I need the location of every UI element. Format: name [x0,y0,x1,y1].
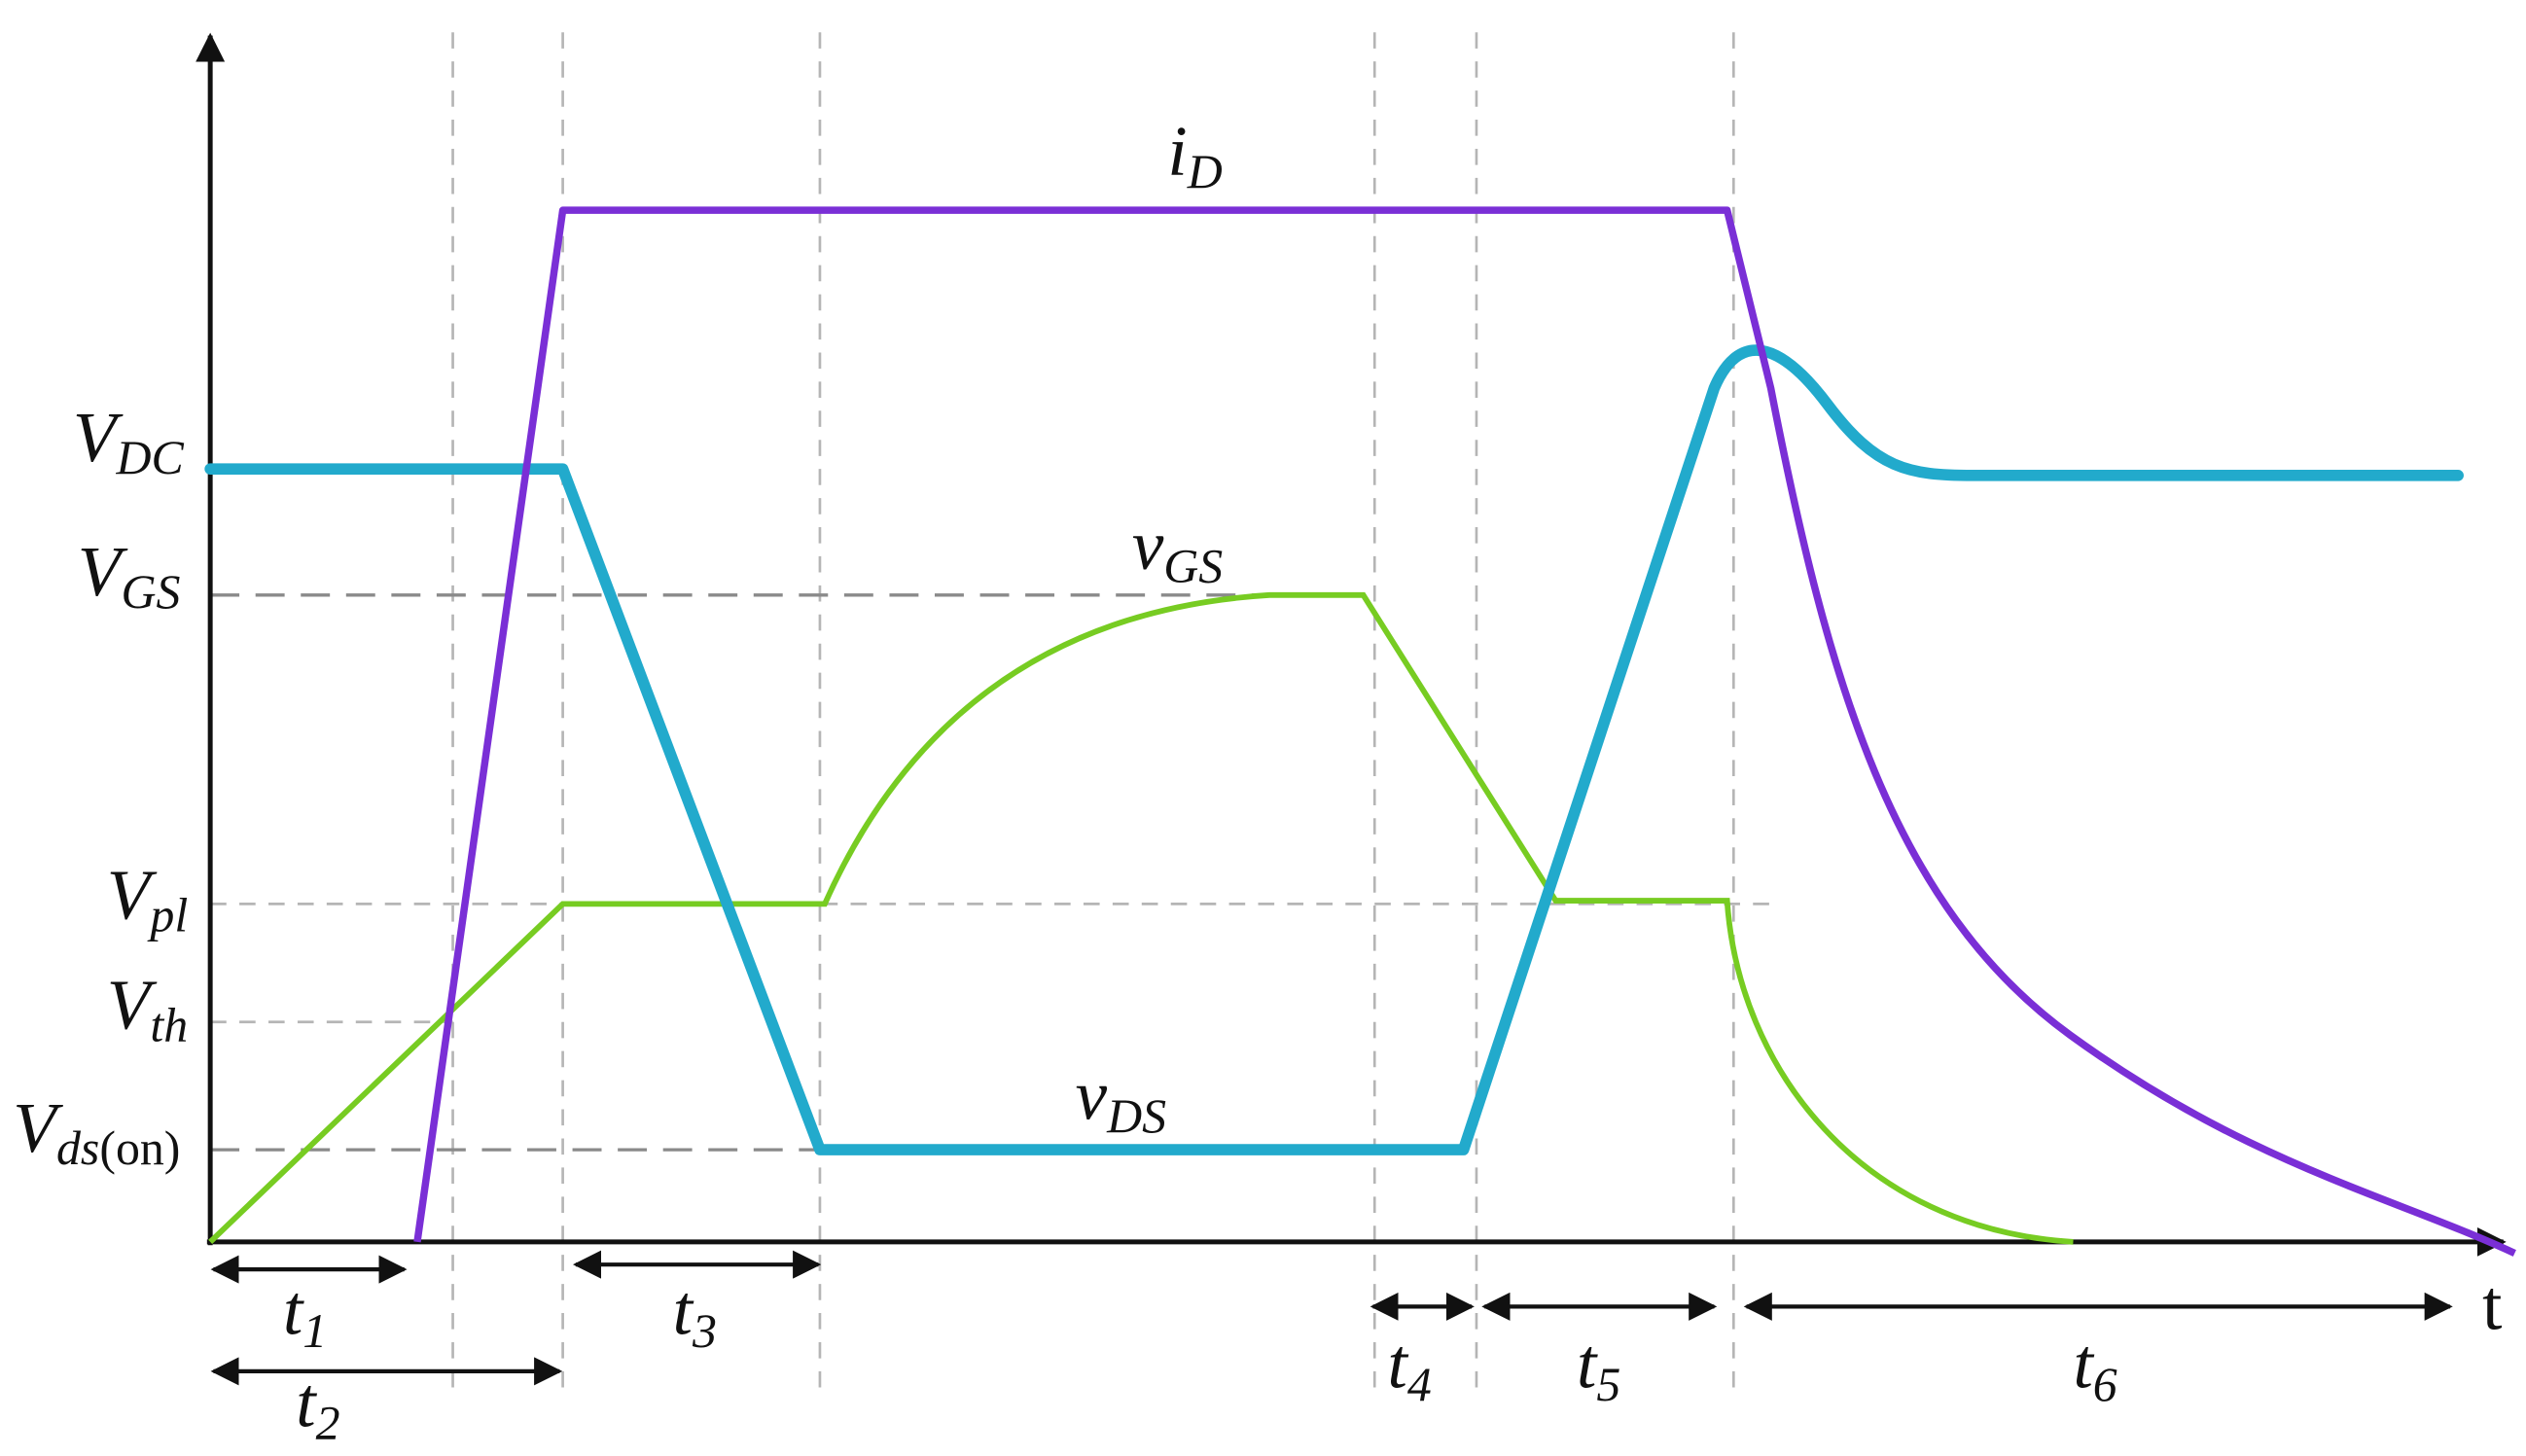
interval-label: t5 [1577,1325,1620,1411]
y-label: Vth [107,965,188,1051]
interval-label: t3 [673,1271,717,1358]
interval-label: t1 [283,1271,327,1358]
id-curve [413,206,2516,1257]
y-label: VDC [73,398,185,484]
interval-arrows [210,1250,2453,1386]
y-label: Vds(on) [13,1088,180,1175]
vds-curve [204,344,2464,1155]
curve-label: vDS [1076,1056,1166,1143]
interval-label: t2 [296,1363,339,1449]
time-guides [451,32,1735,1395]
curve-label: iD [1167,112,1222,198]
interval-label: t6 [2073,1325,2117,1411]
y-label: Vpl [107,855,188,941]
time-axis-label: t [2482,1266,2502,1345]
interval-label: t4 [1388,1325,1432,1411]
y-label: VGS [78,532,181,619]
vgs-curve [208,591,2074,1245]
level-guides [210,593,1779,1152]
curve-label: vGS [1132,506,1223,592]
